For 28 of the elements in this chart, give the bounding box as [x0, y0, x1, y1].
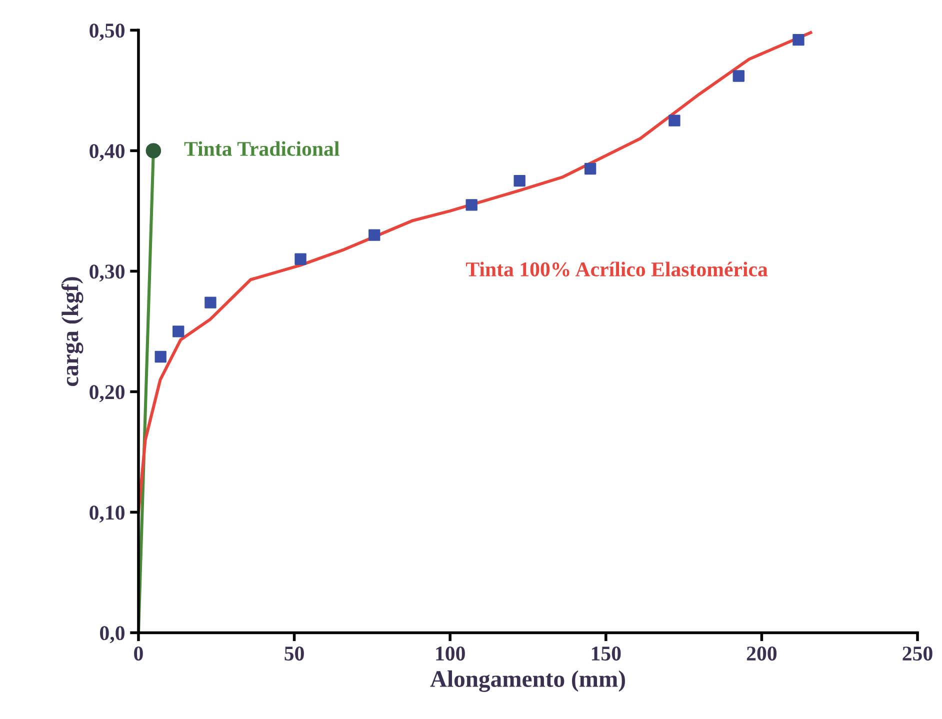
y-axis-title: carga (kgf) — [61, 277, 84, 386]
point — [514, 174, 526, 187]
point — [368, 229, 380, 241]
point — [668, 114, 680, 126]
x-tick-label: 150 — [592, 646, 621, 661]
x-tick-label: 100 — [436, 646, 465, 661]
point — [584, 162, 596, 175]
y-tick-label: 0,20 — [90, 385, 124, 402]
series-label: Tinta Tradicional — [184, 141, 340, 156]
y-tick-label: 0,50 — [90, 24, 124, 41]
x-tick-label: 0 — [134, 646, 143, 661]
x-axis-title: Alongamento (mm) — [430, 670, 625, 692]
point — [732, 70, 744, 82]
y-tick-label: 0,10 — [90, 506, 124, 523]
x-tick-label: 50 — [284, 646, 304, 661]
point — [146, 143, 162, 158]
y-tick-label: 0,40 — [90, 144, 124, 162]
text: Tinta 100% Acrílico Elastomérica — [466, 262, 768, 276]
y-tick-label: 0,30 — [90, 264, 124, 282]
point — [466, 199, 478, 211]
point — [204, 296, 216, 308]
x-tick-label: 250 — [902, 646, 932, 661]
point — [792, 34, 804, 46]
point — [294, 253, 306, 265]
point — [154, 350, 166, 363]
y-tick-label: 0,0 — [100, 626, 124, 644]
x-tick-label: 200 — [746, 646, 777, 661]
point — [172, 326, 184, 338]
